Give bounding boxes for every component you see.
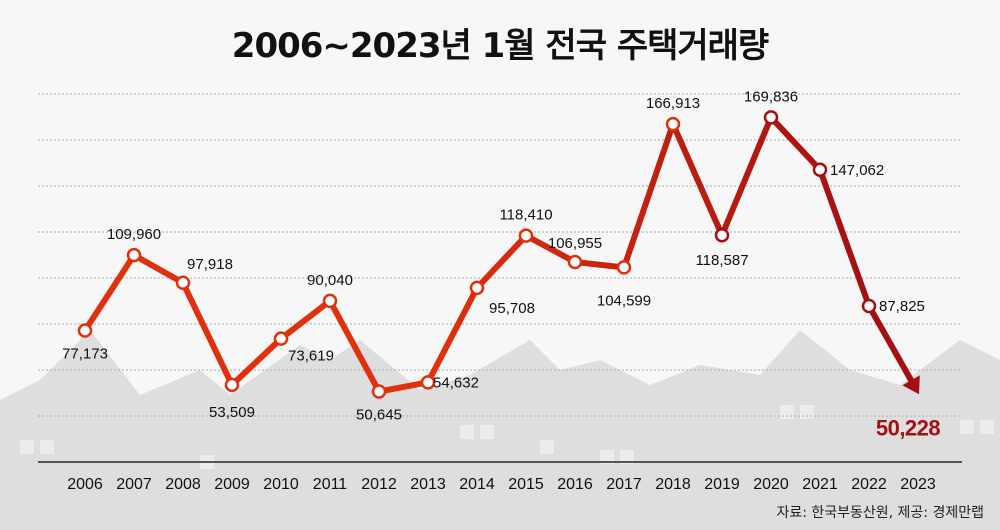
- data-point: [273, 331, 289, 346]
- x-tick-label: 2008: [165, 476, 201, 493]
- house-window: [540, 440, 554, 454]
- x-tick-label: 2018: [655, 476, 691, 493]
- x-axis: 2006 2007 2008 2009 2010 2011 2012 2013 2014 2015…: [38, 461, 962, 493]
- data-point: [763, 110, 779, 125]
- data-label: 77,173: [62, 346, 108, 363]
- x-tick-label: 2007: [116, 476, 152, 493]
- series-line: [77, 110, 920, 399]
- x-tick-label: 2015: [508, 476, 544, 493]
- data-point: [224, 377, 240, 393]
- data-label: 97,918: [187, 256, 233, 273]
- x-tick-label: 2021: [802, 476, 838, 493]
- x-tick-label: 2019: [704, 476, 740, 493]
- data-labels: 77,173 109,960 97,918 53,509 73,619 90,040 50,…: [62, 88, 941, 440]
- series-line-path: [82, 114, 872, 395]
- data-label: 95,708: [489, 300, 535, 317]
- data-point: [518, 228, 534, 243]
- x-tick-label: 2023: [900, 476, 936, 493]
- house-window: [40, 440, 54, 454]
- data-label: 54,632: [433, 374, 479, 391]
- house-window: [460, 425, 474, 439]
- data-point: [812, 162, 828, 178]
- x-tick-label: 2020: [753, 476, 789, 493]
- data-point: [322, 293, 338, 309]
- x-tick-label: 2013: [410, 476, 446, 493]
- data-label: 147,062: [830, 162, 884, 179]
- house-window: [980, 420, 994, 434]
- data-label: 73,619: [288, 348, 334, 365]
- data-point: [861, 298, 877, 314]
- data-point: [126, 247, 142, 263]
- x-tick-label: 2022: [851, 476, 887, 493]
- arrow-head: [902, 375, 920, 395]
- data-label: 118,410: [499, 207, 552, 224]
- data-label: 90,040: [307, 272, 353, 289]
- house-window: [960, 420, 974, 434]
- data-point: [616, 260, 632, 275]
- x-tick-label: 2009: [214, 476, 250, 493]
- chart-title: 2006~2023년 1월 전국 주택거래량: [231, 26, 769, 66]
- gridlines: [38, 93, 962, 417]
- x-tick-label: 2010: [263, 476, 299, 493]
- house-shape: [0, 330, 1000, 530]
- house-window: [800, 405, 814, 419]
- data-label: 166,913: [646, 95, 700, 112]
- houses-silhouette: [0, 330, 1000, 530]
- x-tick-label: 2014: [459, 476, 495, 493]
- data-point: [665, 116, 681, 132]
- x-tick-label: 2012: [361, 476, 397, 493]
- data-label: 87,825: [879, 298, 925, 315]
- data-label: 104,599: [597, 292, 651, 309]
- house-window: [620, 450, 634, 464]
- data-label: 50,645: [356, 407, 402, 424]
- data-label: 169,836: [744, 88, 798, 105]
- x-tick-label: 2016: [557, 476, 593, 493]
- data-point: [567, 254, 583, 270]
- data-point: [469, 280, 485, 296]
- house-window: [600, 450, 614, 464]
- x-tick-label: 2011: [313, 476, 348, 493]
- x-tick-label: 2017: [606, 476, 642, 493]
- house-window: [780, 405, 794, 419]
- house-window: [20, 440, 34, 454]
- data-point: [714, 227, 730, 243]
- source-note: 자료: 한국부동산원, 제공: 경제만랩: [776, 505, 984, 521]
- x-tick-label: 2006: [67, 476, 103, 493]
- data-label: 53,509: [209, 404, 255, 421]
- house-window: [480, 425, 494, 439]
- data-label: 118,587: [695, 252, 748, 269]
- highlight-data-label: 50,228: [876, 415, 941, 440]
- data-point: [371, 384, 387, 399]
- data-label: 109,960: [107, 226, 161, 243]
- data-label: 106,955: [548, 235, 602, 252]
- data-point: [77, 323, 93, 338]
- arrow-shaft: [866, 304, 915, 384]
- data-point: [175, 275, 191, 291]
- data-point: [420, 375, 436, 390]
